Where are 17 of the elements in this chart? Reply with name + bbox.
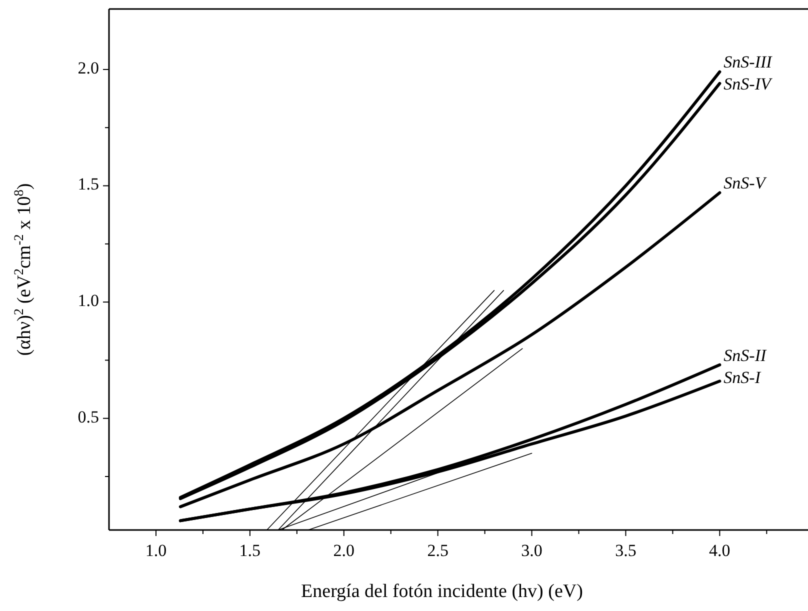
y-tick-label: 0.5: [78, 407, 99, 426]
series-label: SnS-III: [724, 52, 774, 72]
y-tick-label: 1.5: [78, 174, 99, 194]
x-tick-label: 2.0: [333, 541, 355, 560]
x-tick-label: 1.0: [145, 541, 167, 560]
series-label: SnS-V: [724, 174, 768, 193]
x-tick-label: 4.0: [709, 541, 730, 560]
series-label: SnS-IV: [724, 74, 774, 94]
x-tick-label: 1.5: [239, 541, 261, 560]
x-axis-title: Energía del fotón incidente (hv) (eV): [301, 581, 583, 602]
y-tick-label: 2.0: [78, 58, 99, 78]
x-tick-label: 3.0: [521, 541, 542, 560]
series-label: SnS-II: [724, 346, 768, 365]
series-label: SnS-I: [724, 368, 762, 387]
x-tick-label: 2.5: [427, 541, 448, 560]
x-tick-label: 3.5: [615, 541, 636, 560]
y-tick-label: 1.0: [78, 290, 99, 310]
